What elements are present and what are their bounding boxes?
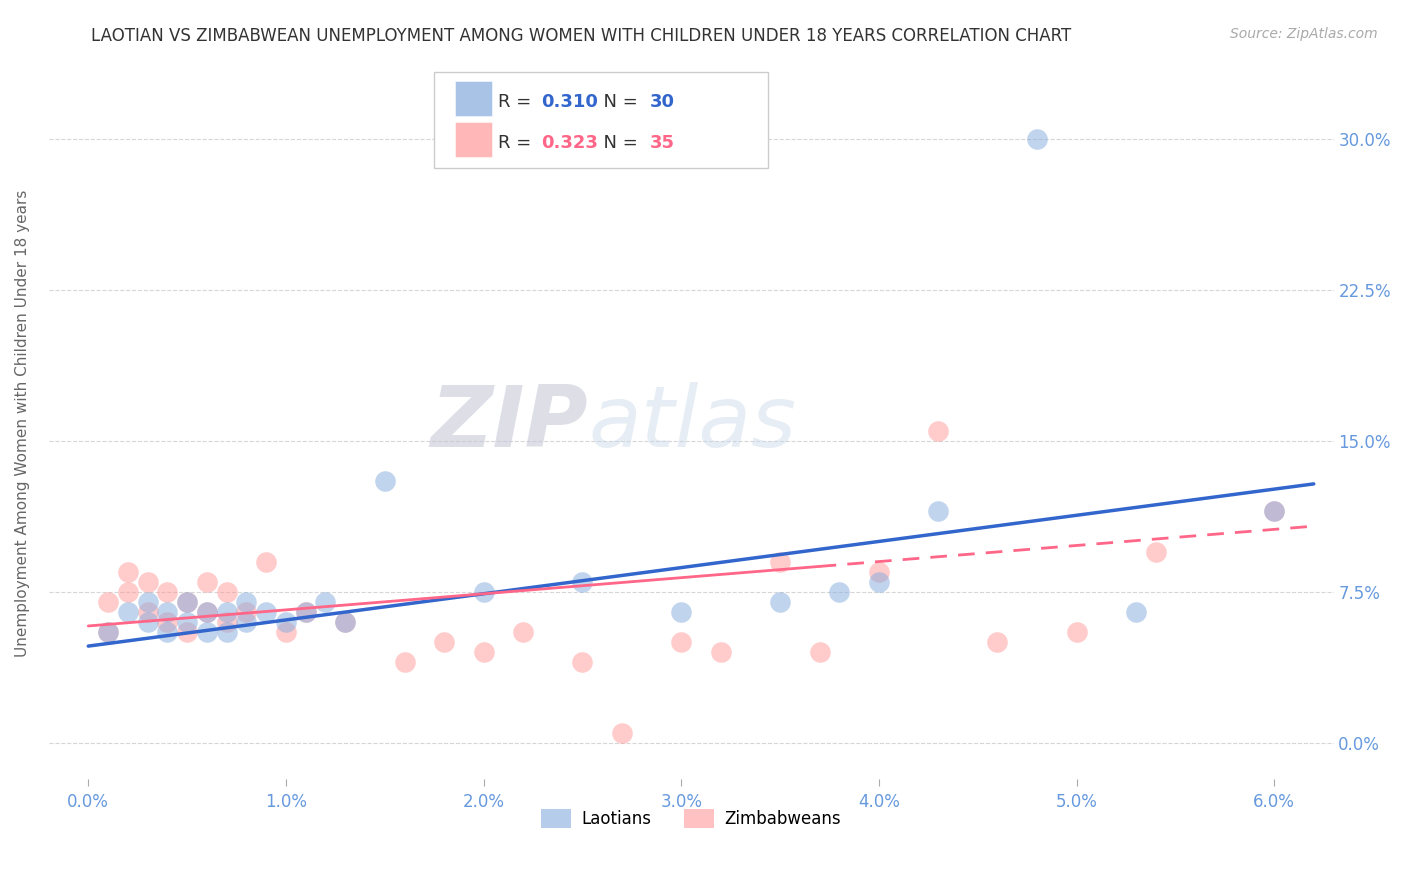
Point <box>156 625 179 640</box>
Point <box>176 625 198 640</box>
Text: 0.323: 0.323 <box>541 134 598 152</box>
Point <box>195 574 218 589</box>
FancyBboxPatch shape <box>454 122 492 157</box>
Point <box>927 424 949 438</box>
Point <box>235 615 257 629</box>
Point <box>294 605 316 619</box>
Text: N =: N = <box>592 93 644 111</box>
Point <box>1026 132 1049 146</box>
Point <box>671 635 693 649</box>
Point <box>97 625 120 640</box>
Point <box>1263 504 1285 518</box>
Point <box>97 625 120 640</box>
Point <box>671 605 693 619</box>
Point <box>215 625 238 640</box>
Point <box>472 645 495 659</box>
Point <box>335 615 357 629</box>
Point <box>1263 504 1285 518</box>
Point <box>136 574 159 589</box>
Point <box>254 605 277 619</box>
Point <box>433 635 456 649</box>
Text: R =: R = <box>498 93 537 111</box>
Point <box>1144 544 1167 558</box>
Point <box>472 584 495 599</box>
Point <box>274 625 297 640</box>
Point <box>136 605 159 619</box>
FancyBboxPatch shape <box>434 72 768 168</box>
Point <box>176 595 198 609</box>
Point <box>610 725 633 739</box>
Point <box>195 605 218 619</box>
Point <box>215 615 238 629</box>
Point <box>117 584 139 599</box>
Point <box>235 595 257 609</box>
Point <box>176 615 198 629</box>
Point <box>1066 625 1088 640</box>
Text: R =: R = <box>498 134 537 152</box>
Point <box>136 615 159 629</box>
Legend: Laotians, Zimbabweans: Laotians, Zimbabweans <box>534 802 848 835</box>
Point <box>294 605 316 619</box>
Point <box>254 555 277 569</box>
Text: ZIP: ZIP <box>430 382 588 466</box>
Point <box>117 565 139 579</box>
Point <box>769 595 792 609</box>
Point <box>156 584 179 599</box>
Point <box>176 595 198 609</box>
Point <box>117 605 139 619</box>
Point <box>571 655 593 669</box>
Text: Source: ZipAtlas.com: Source: ZipAtlas.com <box>1230 27 1378 41</box>
Point <box>512 625 534 640</box>
Point <box>156 615 179 629</box>
Point <box>215 605 238 619</box>
Point <box>808 645 831 659</box>
Point <box>374 474 396 488</box>
Point <box>769 555 792 569</box>
Text: N =: N = <box>592 134 644 152</box>
Point <box>235 605 257 619</box>
Point <box>868 574 890 589</box>
Text: atlas: atlas <box>588 382 796 466</box>
Point <box>986 635 1008 649</box>
Point <box>394 655 416 669</box>
Point <box>195 605 218 619</box>
Point <box>1125 605 1147 619</box>
Text: 0.310: 0.310 <box>541 93 598 111</box>
Text: 35: 35 <box>650 134 675 152</box>
Point <box>868 565 890 579</box>
Text: LAOTIAN VS ZIMBABWEAN UNEMPLOYMENT AMONG WOMEN WITH CHILDREN UNDER 18 YEARS CORR: LAOTIAN VS ZIMBABWEAN UNEMPLOYMENT AMONG… <box>91 27 1071 45</box>
Point <box>927 504 949 518</box>
Point <box>274 615 297 629</box>
FancyBboxPatch shape <box>454 81 492 116</box>
Text: 30: 30 <box>650 93 675 111</box>
Y-axis label: Unemployment Among Women with Children Under 18 years: Unemployment Among Women with Children U… <box>15 190 30 657</box>
Point <box>156 605 179 619</box>
Point <box>710 645 733 659</box>
Point <box>215 584 238 599</box>
Point <box>97 595 120 609</box>
Point <box>335 615 357 629</box>
Point <box>571 574 593 589</box>
Point <box>195 625 218 640</box>
Point <box>828 584 851 599</box>
Point <box>314 595 336 609</box>
Point <box>136 595 159 609</box>
